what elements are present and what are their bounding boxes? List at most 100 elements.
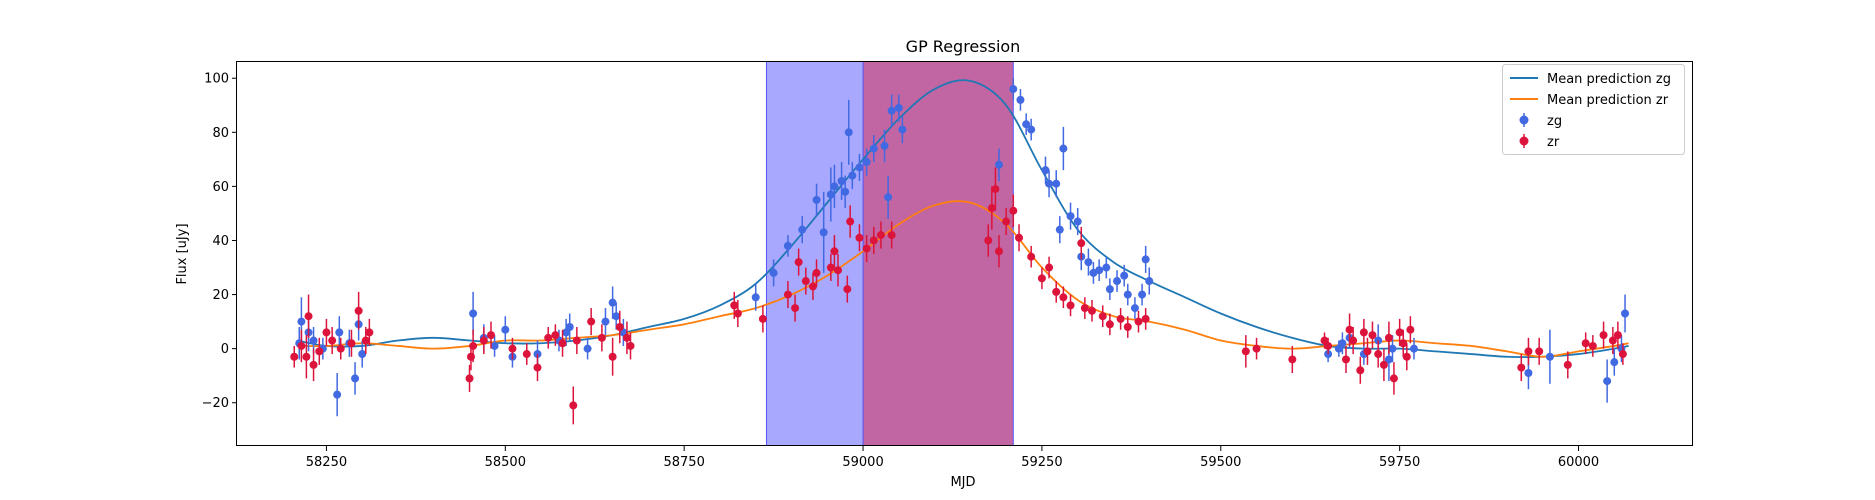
x-tick-label: 58750	[663, 455, 704, 470]
data-point-zr	[310, 361, 318, 369]
data-point-zg	[820, 228, 828, 236]
data-point-zg	[848, 172, 856, 180]
data-point-zg	[1524, 369, 1532, 377]
data-point-zg	[895, 104, 903, 112]
data-point-zr	[1106, 320, 1114, 328]
data-point-zr	[355, 307, 363, 315]
data-point-zg	[798, 226, 806, 234]
data-point-zr	[1374, 350, 1382, 358]
data-point-zg	[884, 193, 892, 201]
data-point-zg	[770, 269, 778, 277]
data-point-zr	[1356, 366, 1364, 374]
data-point-zr	[1600, 331, 1608, 339]
legend-label-zr-line: Mean prediction zr	[1547, 93, 1669, 108]
data-point-zr	[1324, 342, 1332, 350]
data-point-zr	[1009, 207, 1017, 215]
data-point-zr	[1142, 315, 1150, 323]
data-point-zr	[1027, 253, 1035, 261]
data-point-zg	[612, 312, 620, 320]
y-tick-label: 100	[204, 72, 229, 87]
data-point-zr	[813, 269, 821, 277]
data-point-zg	[995, 161, 1003, 169]
data-point-zr	[1517, 364, 1525, 372]
data-point-zr	[1399, 339, 1407, 347]
data-point-zr	[1052, 288, 1060, 296]
data-point-zg	[501, 326, 509, 334]
shaded-regions	[766, 62, 1013, 446]
data-point-zg	[601, 318, 609, 326]
data-point-zg	[845, 128, 853, 136]
data-point-zr	[469, 342, 477, 350]
data-point-zg	[830, 182, 838, 190]
data-point-zg	[1338, 339, 1346, 347]
data-point-zr	[1368, 331, 1376, 339]
data-point-zr	[802, 277, 810, 285]
data-point-zg	[1388, 345, 1396, 353]
data-point-zr	[1059, 293, 1067, 301]
data-point-zg	[1145, 277, 1153, 285]
data-point-zr	[1045, 264, 1053, 272]
y-tick-label: 80	[212, 126, 229, 141]
data-point-zr	[1067, 301, 1075, 309]
data-point-zr	[1117, 315, 1125, 323]
x-tick-label: 60000	[1558, 455, 1599, 470]
data-point-zg	[1052, 180, 1060, 188]
data-point-zg	[1113, 277, 1121, 285]
legend-label-zg-line: Mean prediction zg	[1547, 72, 1671, 87]
data-point-zr	[573, 337, 581, 345]
data-point-zr	[362, 337, 370, 345]
data-point-zr	[1535, 347, 1543, 355]
data-point-zr	[305, 312, 313, 320]
data-point-zr	[1385, 334, 1393, 342]
data-point-zr	[827, 264, 835, 272]
data-point-zr	[587, 318, 595, 326]
data-point-zr	[984, 236, 992, 244]
data-point-zr	[569, 401, 577, 409]
y-tick-label: 40	[212, 234, 229, 249]
data-point-zr	[1380, 361, 1388, 369]
data-point-zr	[1403, 353, 1411, 361]
data-point-zr	[1077, 239, 1085, 247]
data-point-zg	[1041, 166, 1049, 174]
data-point-zg	[1027, 126, 1035, 134]
data-point-zr	[834, 266, 842, 274]
data-point-zg	[1102, 264, 1110, 272]
data-point-zr	[616, 323, 624, 331]
data-point-zg	[1059, 145, 1067, 153]
data-point-zr	[988, 204, 996, 212]
data-point-zr	[598, 334, 606, 342]
data-point-zg	[752, 293, 760, 301]
data-point-zr	[1360, 328, 1368, 336]
data-point-zr	[1582, 339, 1590, 347]
data-point-zr	[855, 234, 863, 242]
data-point-zg	[1074, 218, 1082, 226]
data-point-zr	[1363, 347, 1371, 355]
data-point-zr	[1015, 234, 1023, 242]
x-axis-label: MJD	[950, 475, 975, 490]
data-point-zr	[1081, 304, 1089, 312]
data-point-zg	[888, 107, 896, 115]
y-axis-label: Flux [uJy]	[175, 223, 190, 284]
data-point-zg	[1124, 291, 1132, 299]
data-point-zr	[1614, 331, 1622, 339]
shaded-region-2	[863, 62, 1013, 446]
data-point-zr	[322, 328, 330, 336]
data-point-zr	[1099, 312, 1107, 320]
data-point-zr	[315, 347, 323, 355]
legend: Mean prediction zg Mean prediction zr zg…	[1503, 65, 1685, 155]
data-point-zr	[1242, 347, 1250, 355]
data-point-zr	[877, 231, 885, 239]
data-point-zg	[297, 318, 305, 326]
data-point-zr	[991, 185, 999, 193]
data-point-zg	[1138, 291, 1146, 299]
data-point-zg	[566, 323, 574, 331]
x-tick-label: 58250	[306, 455, 347, 470]
data-point-zg	[855, 163, 863, 171]
data-point-zg	[1131, 304, 1139, 312]
data-point-zg	[351, 374, 359, 382]
x-tick-label: 58500	[485, 455, 526, 470]
data-point-zg	[1106, 285, 1114, 293]
data-point-zg	[1621, 309, 1629, 317]
data-point-zr	[347, 339, 355, 347]
